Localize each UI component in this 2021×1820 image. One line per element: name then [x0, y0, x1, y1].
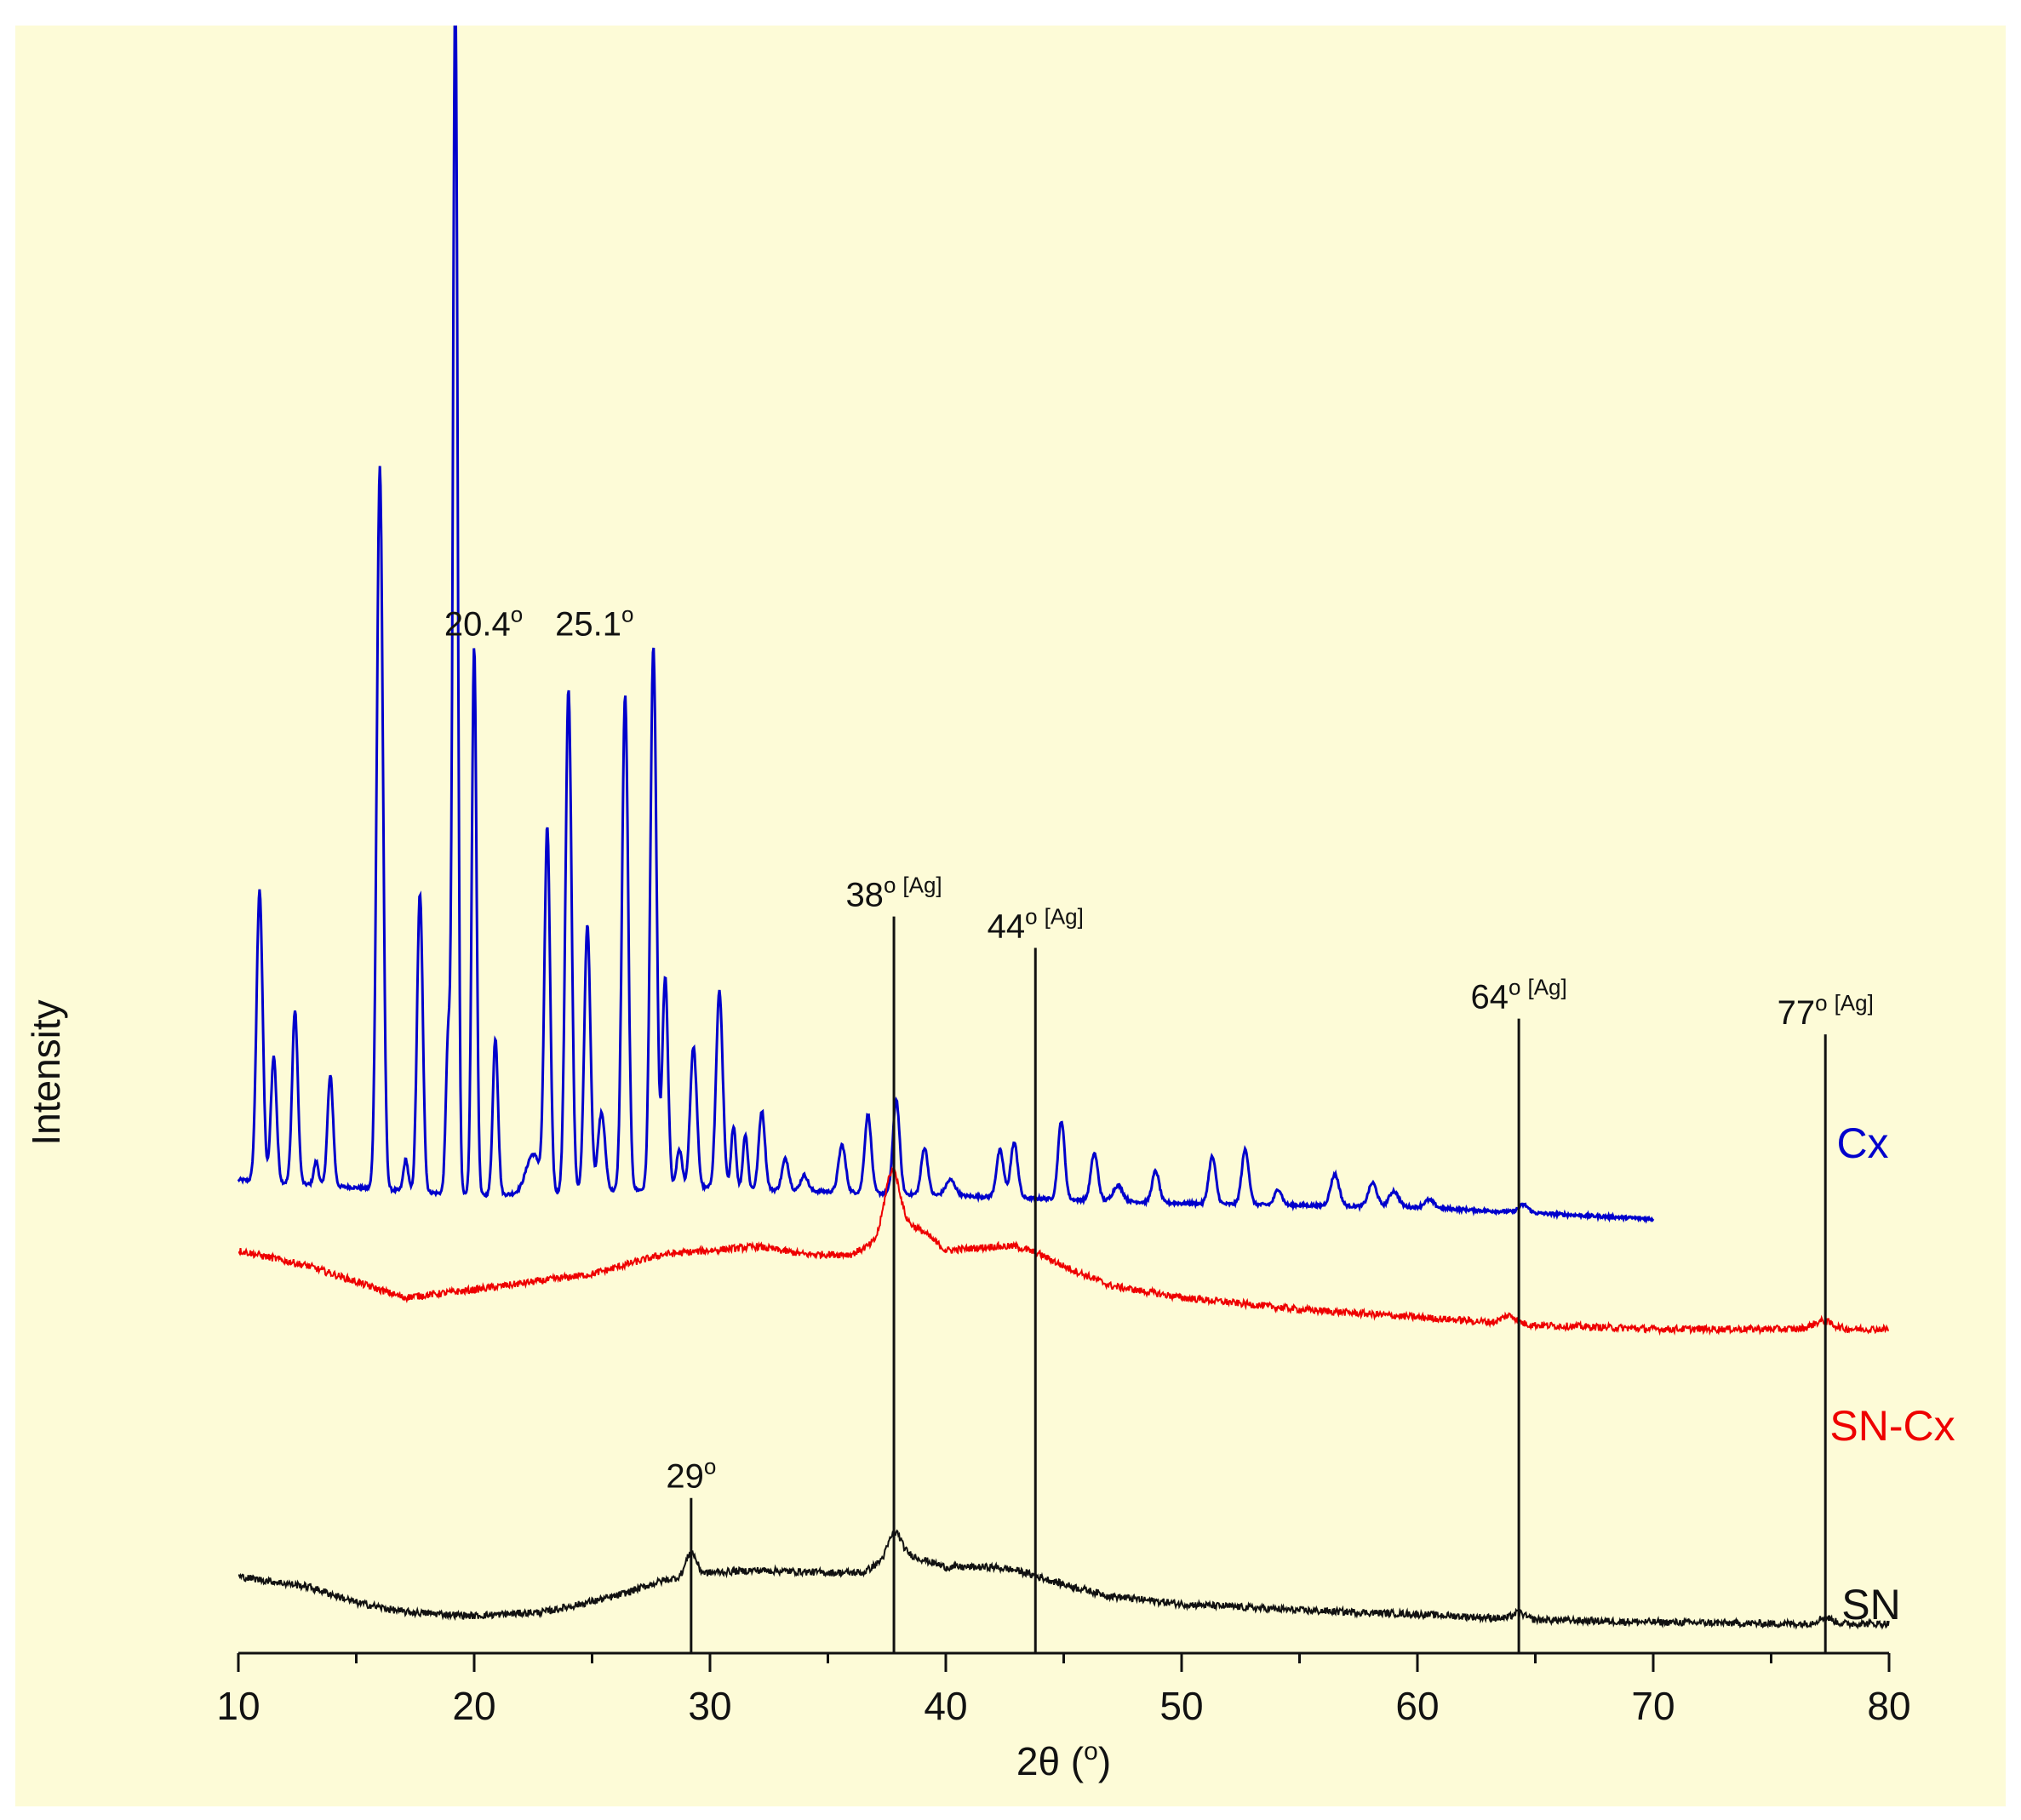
x-tick-label: 50: [1159, 1684, 1203, 1728]
peak-annotation: 77o [Ag]: [1778, 990, 1874, 1032]
x-axis: 10 20 30 40 50 60 70 80: [216, 1651, 1911, 1728]
y-axis-label: Intensity: [24, 999, 68, 1145]
peak-annotation: 44o [Ag]: [988, 904, 1084, 946]
x-tick-label: 70: [1631, 1684, 1675, 1728]
annotation-layer: 19.8o20.4o25.1o29o38o[Ag]44o[Ag]64o[Ag]7…: [444, 601, 1874, 1653]
x-tick-label: 30: [688, 1684, 731, 1728]
series-label-sn-cx: SN-Cx: [1829, 1402, 1955, 1450]
peak-annotation: 25.1o: [555, 601, 633, 643]
peak-annotation: 29o: [666, 1454, 716, 1496]
series-label-sn: SN: [1841, 1581, 1900, 1628]
series-line-sn: [238, 1529, 1890, 1630]
peak-annotation: 64o [Ag]: [1471, 975, 1567, 1016]
peak-annotation: 38o [Ag]: [845, 873, 942, 914]
x-axis-label: 2θ (o): [1016, 1737, 1111, 1783]
series-line-cx: [237, 26, 1655, 1224]
series-layer: [237, 26, 1890, 1630]
series-line-sn-cx: [238, 1166, 1889, 1336]
xrd-chart: 19.8o20.4o25.1o29o38o[Ag]44o[Ag]64o[Ag]7…: [24, 26, 1955, 1783]
series-label-cx: Cx: [1836, 1119, 1888, 1167]
peak-annotation: 20.4o: [444, 601, 523, 643]
x-tick-label: 20: [452, 1684, 495, 1728]
x-tick-label: 40: [924, 1684, 967, 1728]
x-tick-label: 10: [216, 1684, 260, 1728]
series-labels: Cx SN-Cx SN: [1829, 1119, 1955, 1628]
x-tick-label: 60: [1395, 1684, 1439, 1728]
chart-frame: 19.8o20.4o25.1o29o38o[Ag]44o[Ag]64o[Ag]7…: [15, 26, 2006, 1806]
x-tick-label: 80: [1867, 1684, 1910, 1728]
